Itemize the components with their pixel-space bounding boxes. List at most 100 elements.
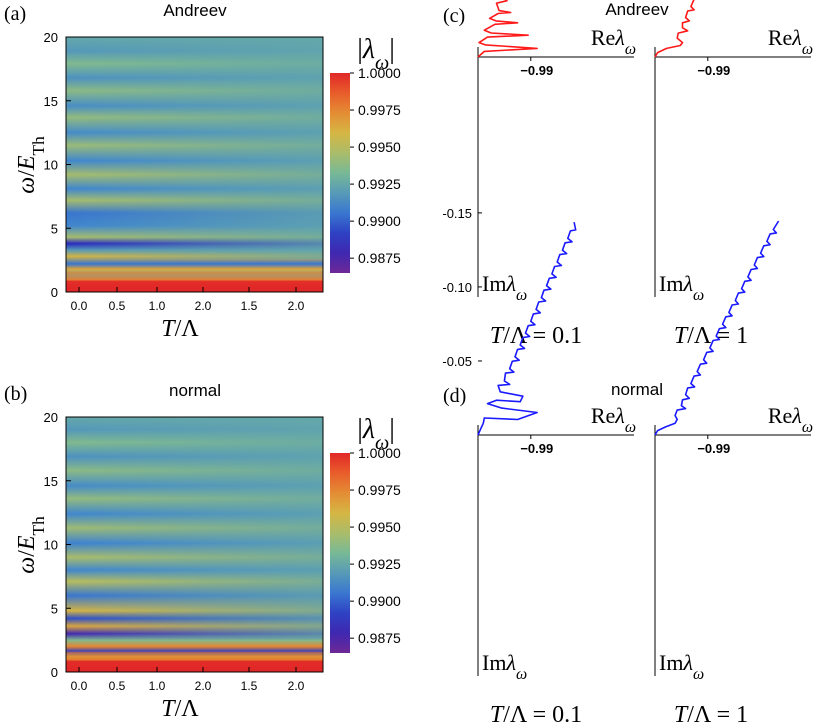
subplot-caption-part: T	[674, 323, 689, 349]
colorbar-label: |λω|	[357, 34, 395, 74]
y-axis-label-part: /	[14, 550, 40, 557]
subplot-caption-part: T	[490, 702, 505, 728]
curve-panel-c: (c)Andreev−0.99-0.05-0.10-0.15ReλωImλωT/…	[443, 0, 813, 349]
panel-title: Andreev	[163, 1, 227, 20]
y-axis-label-part: E	[14, 155, 40, 171]
y-tick-label: 10	[44, 538, 58, 553]
y-tick-label: 5	[51, 221, 58, 236]
subplot-caption: T/Λ = 1	[674, 323, 748, 349]
x-axis-label-part: ω	[625, 41, 636, 58]
x-axis-label: Reλω	[768, 403, 813, 436]
colorbar-tick-label: 0.9875	[358, 630, 401, 646]
subplot-caption: T/Λ = 0.1	[490, 323, 582, 349]
colorbar-label-part: |	[389, 414, 395, 445]
colorbar-label-part: ω	[375, 52, 389, 74]
y-axis-label-part: E	[14, 535, 40, 551]
x-axis-label-part: ω	[802, 41, 813, 58]
y-axis-label: Imλω	[482, 650, 527, 683]
x-tick-label: 1.5	[241, 679, 258, 693]
panel-label: (c)	[443, 5, 465, 27]
series-line	[477, 0, 538, 58]
y-tick-label: 5	[51, 601, 58, 616]
y-tick-label: 15	[44, 94, 58, 109]
y-tick-label: -0.05	[442, 354, 472, 369]
series-line	[654, 0, 695, 58]
y-axis-label-part: ω	[14, 177, 40, 194]
y-axis-label-part: /	[14, 170, 40, 177]
x-axis-label-part: ω	[802, 419, 813, 436]
subplot-caption-part: /Λ = 0.1	[503, 702, 582, 728]
x-axis-label-part: λ	[791, 25, 802, 50]
y-tick-label: 10	[44, 158, 58, 173]
x-tick-label: 1.5	[241, 299, 258, 313]
y-axis-label-part: λ	[682, 271, 693, 296]
panel-title: normal	[611, 380, 663, 399]
x-axis-label: T/Λ	[161, 316, 199, 342]
y-axis-label-part: Im	[482, 650, 506, 675]
colorbar	[330, 453, 350, 653]
x-axis-label-part: T	[161, 696, 176, 722]
heatmap-panel-a: (a) Andreev 0 5 10 15 20 0.0 0.5 1.0 2.0 1.5 2.0 T/Λ ω…	[4, 1, 401, 342]
y-axis-label-part: λ	[505, 271, 516, 296]
x-axis-label-part: λ	[791, 403, 802, 428]
subplot-caption-part: T	[490, 323, 505, 349]
colorbar-tick-label: 0.9875	[358, 250, 401, 266]
colorbar-tick-label: 0.9950	[358, 139, 401, 155]
x-tick-label: 0.0	[71, 299, 88, 313]
x-axis-label-part: Re	[768, 25, 792, 50]
heatmap-temperature-fade	[66, 37, 323, 259]
panel-title: Andreev	[605, 0, 669, 19]
y-axis-label: Imλω	[659, 650, 704, 683]
y-axis-label-part: Th	[29, 136, 48, 156]
x-tick-label: 2.0	[288, 299, 305, 313]
colorbar-tick-label: 1.0000	[358, 445, 401, 461]
y-axis-label: ω/ETh	[14, 136, 48, 194]
x-axis-label: Reλω	[591, 403, 636, 436]
y-axis-label-part: Im	[659, 271, 683, 296]
y-axis-label-part: λ	[505, 650, 516, 675]
subplot-caption-part: /Λ = 0.1	[503, 323, 582, 349]
x-tick-label: 0.5	[109, 299, 126, 313]
x-axis-label-part: Re	[768, 403, 792, 428]
x-axis-label-part: /Λ	[175, 316, 200, 342]
colorbar-label-part: |	[357, 34, 363, 65]
y-tick-label: 15	[44, 474, 58, 489]
subplot-caption: T/Λ = 1	[674, 702, 748, 728]
x-tick-label: 2.0	[288, 679, 305, 693]
series-line	[477, 221, 577, 436]
colorbar-tick-label: 0.9900	[358, 593, 401, 609]
x-axis-label: Reλω	[768, 25, 813, 58]
y-tick-label: 20	[44, 410, 58, 425]
x-tick-label: −0.99	[697, 63, 730, 78]
colorbar-label-part: ω	[375, 432, 389, 454]
x-axis-label: T/Λ	[161, 696, 199, 722]
y-axis-label-part: Im	[659, 650, 683, 675]
colorbar-tick-label: 0.9925	[358, 176, 401, 192]
y-axis-label-part: ω	[693, 287, 704, 304]
y-axis-label-part: λ	[682, 650, 693, 675]
x-tick-label: 1.0	[149, 299, 166, 313]
x-tick-label: 0.0	[71, 679, 88, 693]
panel-title: normal	[169, 381, 221, 400]
subplot-caption-part: /Λ = 1	[687, 323, 748, 349]
colorbar	[330, 73, 350, 273]
colorbar-label-part: |	[357, 414, 363, 445]
colorbar-tick-label: 1.0000	[358, 65, 401, 81]
x-tick-label: 1.0	[149, 679, 166, 693]
heatmap-orange-band	[66, 651, 323, 661]
x-tick-label: −0.99	[520, 63, 553, 78]
colorbar-tick-label: 0.9950	[358, 519, 401, 535]
heatmap-temperature-fade	[66, 417, 323, 639]
y-tick-label: 0	[51, 285, 58, 300]
colorbar-label-part: λ	[362, 414, 375, 445]
x-axis-label-part: Re	[591, 25, 615, 50]
y-axis-label-part: ω	[516, 666, 527, 683]
panel-label: (b)	[4, 383, 27, 405]
x-tick-label: 2.0	[195, 679, 212, 693]
heatmap-red-band	[66, 280, 323, 292]
curve-panel-d: (d) normal−0.99-0.05-0.10-0.15ReλωImλωT/Λ…	[442, 206, 813, 728]
colorbar-label-part: λ	[362, 34, 375, 65]
